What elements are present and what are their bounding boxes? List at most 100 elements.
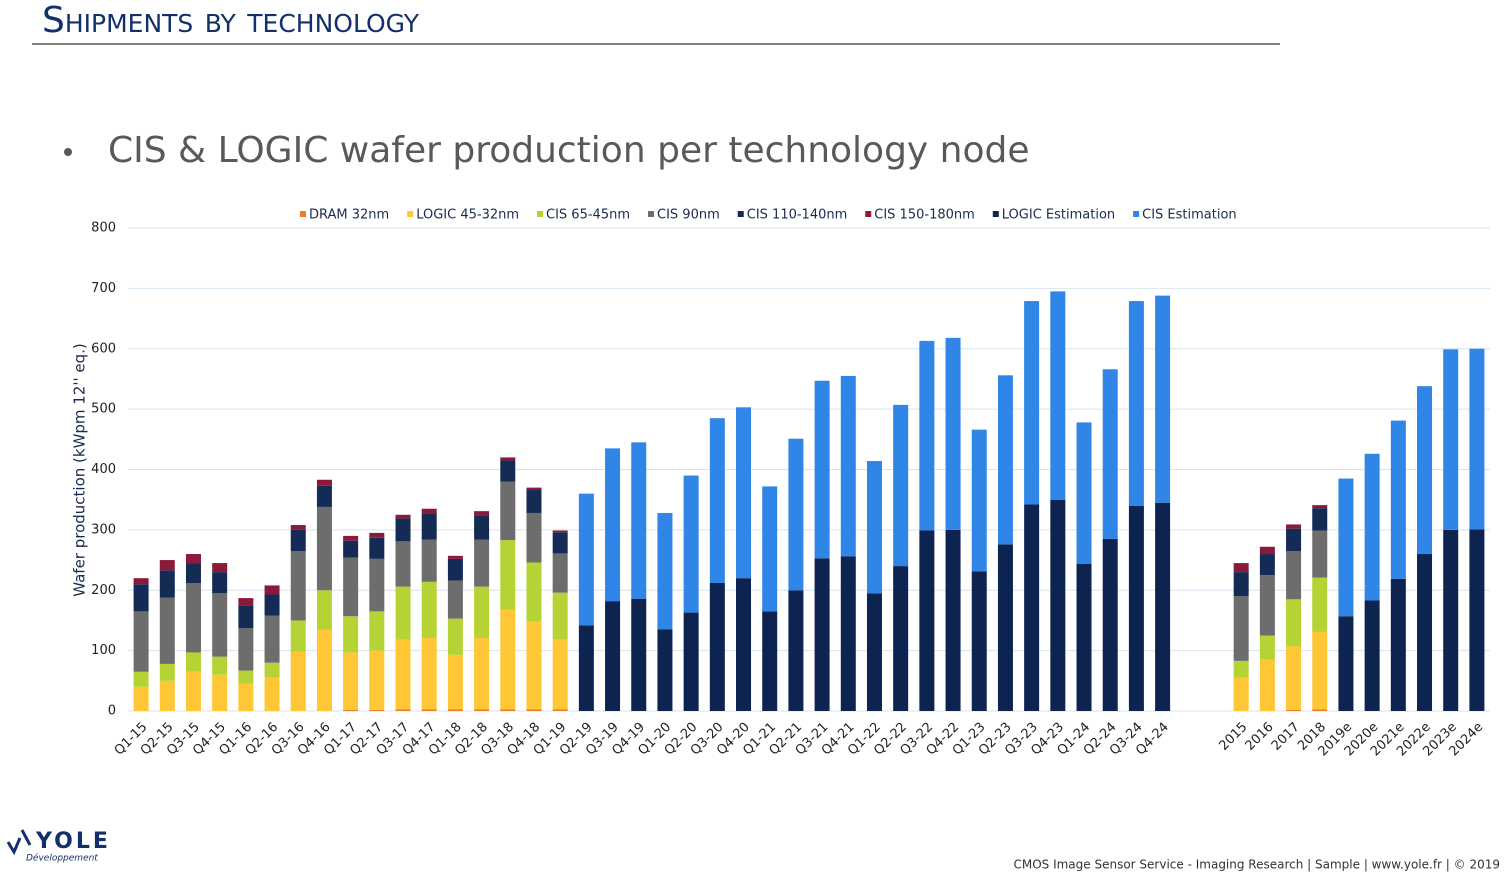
- bar-segment: [343, 535, 359, 541]
- bar-segment: [1024, 504, 1040, 711]
- y-tick-label: 300: [91, 522, 116, 537]
- logo: YOLE: [35, 829, 111, 854]
- bar-segment: [1417, 554, 1433, 711]
- y-tick-label: 800: [91, 221, 116, 236]
- bar-segment: [133, 671, 149, 687]
- x-tick-label: 2017: [1269, 720, 1303, 754]
- bar-segment: [1286, 528, 1302, 552]
- bar-segment: [447, 709, 463, 711]
- slide-title: Shipments by technology: [42, 0, 420, 41]
- bar-segment: [605, 448, 621, 602]
- bar-segment: [238, 670, 254, 684]
- bar-segment: [421, 581, 437, 638]
- bar-segment: [500, 609, 516, 710]
- bar-segment: [526, 621, 542, 710]
- bar-segment: [343, 616, 359, 653]
- bar-segment: [421, 508, 437, 514]
- bar-segment: [369, 611, 385, 651]
- bar-segment: [290, 525, 306, 530]
- x-tick-label: 2016: [1243, 720, 1277, 754]
- bar-segment: [316, 506, 332, 591]
- bar-segment: [395, 709, 411, 711]
- bar-segment: [212, 563, 228, 573]
- bar-segment: [343, 709, 359, 711]
- bar-segment: [1312, 505, 1328, 509]
- bar-segment: [447, 558, 463, 581]
- bar-segment: [919, 340, 935, 531]
- bar-segment: [212, 572, 228, 594]
- bar-segment: [578, 625, 594, 711]
- bar-segment: [159, 680, 175, 711]
- bar-segment: [971, 571, 987, 711]
- bar-segment: [945, 337, 961, 530]
- bar-segment: [316, 479, 332, 486]
- bar-segment: [1128, 301, 1144, 506]
- legend-swatch: [992, 211, 999, 217]
- bar-segment: [1286, 709, 1302, 711]
- bar-segment: [316, 485, 332, 507]
- bar-segment: [683, 475, 699, 613]
- bar-segment: [238, 605, 254, 629]
- bar-segment: [840, 556, 856, 711]
- bar-segment: [526, 487, 542, 491]
- bar-segment: [683, 612, 699, 711]
- bar-segment: [474, 637, 490, 710]
- bar-segment: [631, 442, 647, 599]
- bar-segment: [159, 560, 175, 571]
- bar-segment: [1076, 422, 1092, 564]
- logo-sub: Développement: [26, 853, 98, 864]
- bar-segment: [133, 578, 149, 585]
- bar-segment: [788, 438, 804, 591]
- bar-segment: [369, 709, 385, 711]
- bar-segment: [526, 562, 542, 622]
- bar-segment: [421, 513, 437, 540]
- legend-swatch: [865, 211, 872, 217]
- y-tick-label: 100: [91, 643, 116, 658]
- legend-label: CIS 65-45nm: [546, 208, 630, 223]
- bar-segment: [1312, 631, 1328, 710]
- bar-segment: [997, 544, 1013, 711]
- bar-segment: [395, 541, 411, 587]
- bar-segment: [500, 709, 516, 711]
- bar-segment: [474, 586, 490, 638]
- bar-segment: [212, 593, 228, 657]
- bar-segment: [185, 671, 201, 711]
- bar-segment: [500, 457, 516, 461]
- legend-label: CIS 150-180nm: [874, 208, 975, 223]
- bar-segment: [395, 639, 411, 710]
- bar-segment: [264, 615, 280, 663]
- bar-segment: [159, 570, 175, 598]
- bar-segment: [500, 481, 516, 541]
- bar-segment: [447, 555, 463, 559]
- bar-segment: [474, 709, 490, 711]
- bar-segment: [526, 512, 542, 563]
- bar-segment: [290, 551, 306, 621]
- bar-segment: [1417, 386, 1433, 555]
- bar-segment: [1338, 478, 1354, 617]
- bar-segment: [238, 683, 254, 711]
- y-axis-label: Wafer production (kWpm 12'' eq.): [71, 343, 89, 597]
- bullet-text: CIS & LOGIC wafer production per technol…: [108, 130, 1030, 171]
- bar-segment: [474, 511, 490, 516]
- plot: 0 100 200 300 400 500 600 700 800 DRAM 32nm LOGIC …: [91, 208, 1490, 759]
- bar-segment: [1390, 578, 1406, 711]
- bar-segment: [552, 532, 568, 554]
- bar-segment: [1050, 291, 1066, 500]
- bar-segment: [997, 375, 1013, 545]
- bar-segment: [631, 598, 647, 711]
- bar-segment: [1233, 563, 1249, 573]
- bar-segment: [185, 554, 201, 564]
- bar-segment: [866, 593, 882, 711]
- bar-segment: [264, 594, 280, 616]
- y-tick-label: 700: [91, 281, 116, 296]
- bar-segment: [1312, 709, 1328, 711]
- bar-segment: [1286, 551, 1302, 600]
- bar-segment: [238, 598, 254, 606]
- bar-segment: [185, 652, 201, 672]
- bar-segment: [762, 486, 778, 612]
- y-tick-label: 400: [91, 462, 116, 477]
- bar-segment: [1469, 529, 1485, 711]
- bar-segment: [762, 611, 778, 711]
- bar-segment: [1050, 499, 1066, 711]
- legend-label: DRAM 32nm: [309, 208, 389, 223]
